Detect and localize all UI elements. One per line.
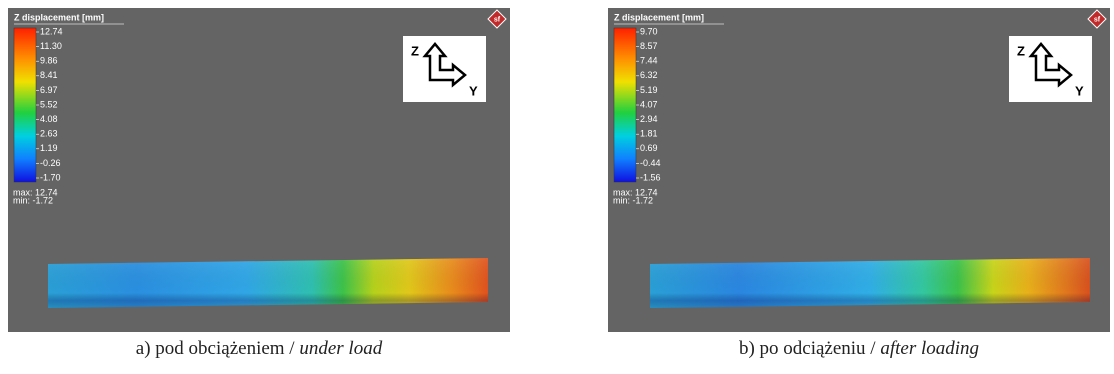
tick-label: 12.74 (40, 26, 63, 36)
colorbar (14, 28, 36, 182)
tick-label: 5.52 (40, 99, 58, 109)
caption-prefix: a) pod obciążeniem / (136, 338, 300, 359)
tick-label: 2.63 (40, 129, 58, 139)
page: Z displacement [mm] 12.74 11.30 9.86 8.41 6.9… (0, 0, 1114, 374)
colorbar (614, 28, 636, 182)
strip-shade (48, 258, 488, 308)
min-label: min: -1.72 (613, 195, 653, 205)
axis-y-label: Y (1075, 83, 1084, 98)
tick-label: 11.30 (40, 41, 62, 51)
tick-label: 8.57 (640, 41, 658, 51)
panel-a: Z displacement [mm] 12.74 11.30 9.86 8.41 6.9… (8, 8, 510, 332)
tick-label: 6.32 (640, 70, 658, 80)
tick-label: 2.94 (640, 114, 658, 124)
tick-label: 1.81 (640, 129, 658, 139)
tick-label: 6.97 (40, 85, 58, 95)
caption-italic: after loading (880, 338, 979, 359)
min-label: min: -1.72 (13, 195, 53, 205)
tick-label: 9.70 (640, 26, 658, 36)
caption-italic: under load (299, 338, 382, 359)
tick-label: 5.19 (640, 85, 658, 95)
tick-label: 4.07 (640, 99, 658, 109)
tick-label: 1.19 (40, 143, 58, 153)
tick-label: -0.26 (40, 158, 61, 168)
panel-b: Z displacement [mm] 9.70 8.57 7.44 6.32 5.19 4… (608, 8, 1110, 332)
caption-b: b) po odciążeniu / after loading (579, 338, 1114, 360)
axis-z-label: Z (411, 43, 419, 58)
tick-label: 7.44 (640, 56, 658, 66)
axis-z-label: Z (1017, 43, 1025, 58)
caption-prefix: b) po odciążeniu / (739, 338, 880, 359)
tick-label: -1.56 (640, 172, 661, 182)
tick-label: 4.08 (40, 114, 58, 124)
strip-shade (650, 258, 1090, 308)
caption-a: a) pod obciążeniem / under load (0, 338, 539, 360)
tick-label: 0.69 (640, 143, 658, 153)
logo-text: sf (1094, 16, 1101, 23)
axis-y-label: Y (469, 83, 478, 98)
tick-label: 9.86 (40, 56, 58, 66)
tick-label: -1.70 (40, 172, 61, 182)
tick-label: -0.44 (640, 158, 661, 168)
logo-text: sf (494, 16, 501, 23)
tick-label: 8.41 (40, 70, 58, 80)
legend-title: Z displacement [mm] (14, 12, 104, 22)
legend-title: Z displacement [mm] (614, 12, 704, 22)
